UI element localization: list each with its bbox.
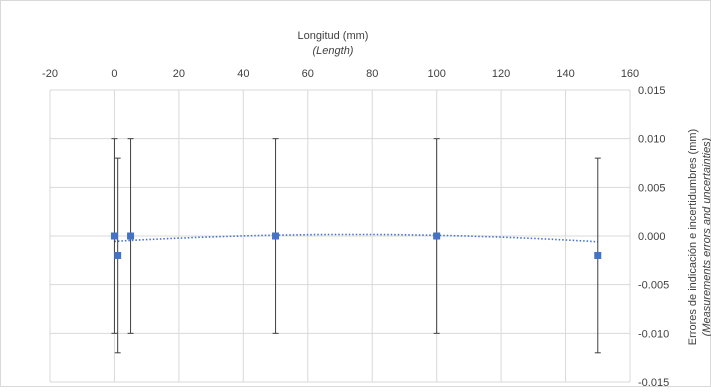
y-tick-label: 0.000 <box>638 231 666 243</box>
x-tick-label: 0 <box>111 68 117 80</box>
trendline-layer <box>114 233 598 243</box>
y-tick-label: 0.010 <box>638 134 666 146</box>
data-point <box>433 232 441 240</box>
y-axis-title: Errores de indicación e incertidumbres (… <box>687 129 699 345</box>
x-tick-label: 60 <box>302 68 314 80</box>
data-point <box>594 251 602 259</box>
y-axis-subtitle: (Measurements errors and uncertainties) <box>701 137 711 336</box>
y-tick-label: -0.010 <box>638 328 669 340</box>
x-tick-label: 20 <box>173 68 185 80</box>
trendline <box>114 233 598 243</box>
x-tick-label: -20 <box>42 68 58 80</box>
x-tick-label: 140 <box>556 68 574 80</box>
x-tick-labels: -20 0 20 40 60 80 100 120 140 160 <box>42 68 639 80</box>
y-tick-label: 0.005 <box>638 182 666 194</box>
x-axis-subtitle: (Length) <box>313 45 354 57</box>
data-point <box>110 232 118 240</box>
y-tick-label: -0.005 <box>638 280 669 292</box>
x-tick-label: 40 <box>237 68 249 80</box>
data-point <box>272 232 280 240</box>
x-tick-label: 160 <box>621 68 639 80</box>
y-tick-label: -0.015 <box>638 377 669 387</box>
x-axis-title: Longitud (mm) <box>298 30 369 42</box>
data-point <box>127 232 135 240</box>
x-tick-label: 120 <box>492 68 510 80</box>
x-tick-label: 80 <box>366 68 378 80</box>
grid <box>49 89 631 383</box>
data-point <box>114 251 122 259</box>
data-points <box>110 232 602 259</box>
y-tick-labels: 0.015 0.010 0.005 0.000 -0.005 -0.010 -0.015 <box>638 85 669 389</box>
x-tick-label: 100 <box>427 68 445 80</box>
y-tick-label: 0.015 <box>638 85 666 97</box>
